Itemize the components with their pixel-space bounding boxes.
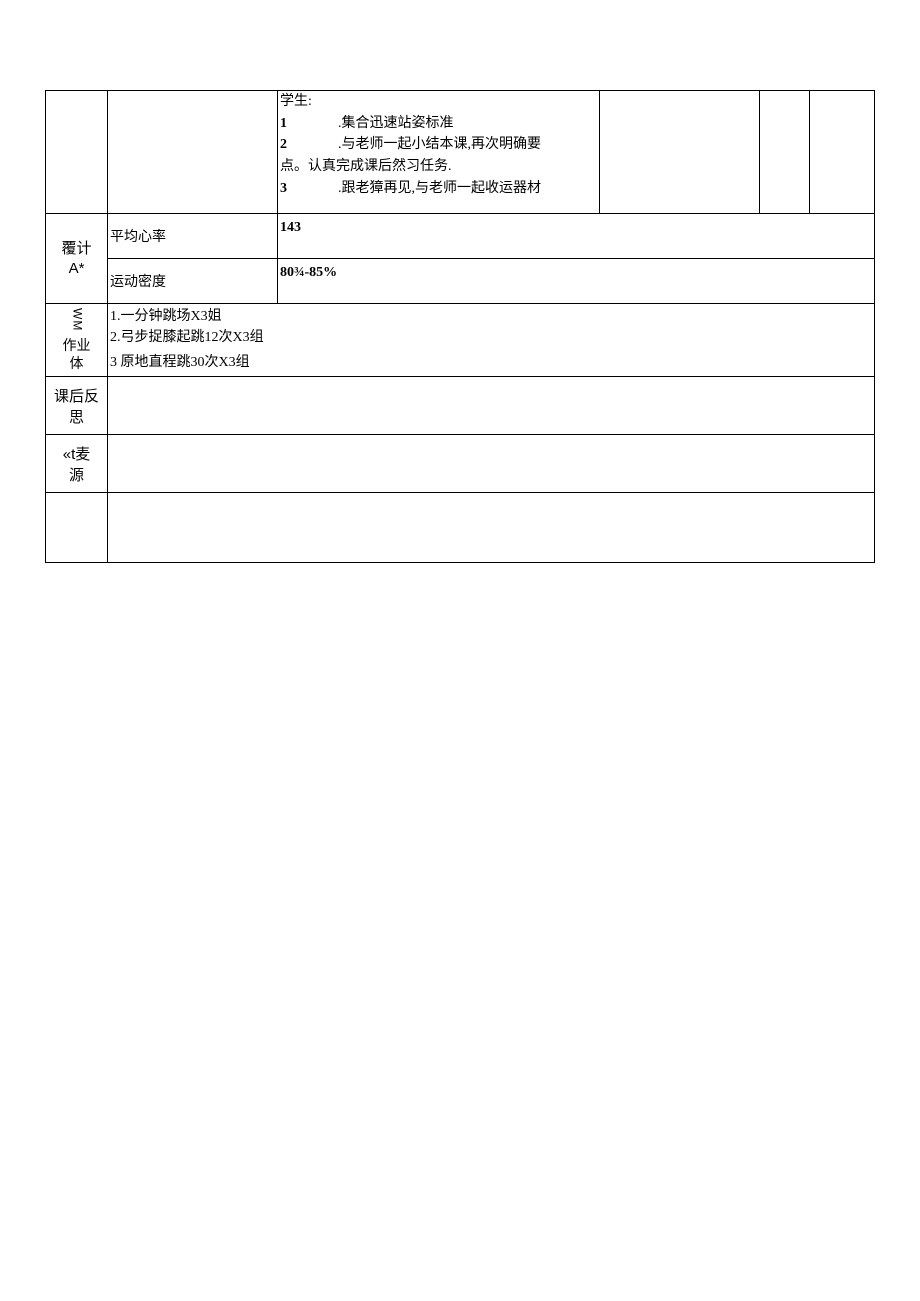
source-content bbox=[108, 435, 875, 493]
list-text: .与老师一起小结本课,再次明确要 bbox=[338, 137, 541, 152]
homework-line: 1.一分钟跳场X3姐 bbox=[110, 306, 872, 327]
homework-line: 2.弓步捉膝起跳12次X3组 bbox=[110, 327, 872, 348]
heart-rate-label: 平均心率 bbox=[108, 214, 278, 259]
density-value: 80¾-85% bbox=[278, 259, 875, 304]
table-row: 运动密度 80¾-85% bbox=[46, 259, 875, 304]
reflection-section-label: 课后反 思 bbox=[46, 377, 108, 435]
list-text-cont: 点。认真完成课后然习任务. bbox=[280, 156, 597, 178]
list-text: .跟老獐再见,与老师一起收运器材 bbox=[338, 181, 541, 196]
table-row bbox=[46, 493, 875, 563]
list-num: 3 bbox=[280, 178, 338, 200]
stats-section-label: 覆计 A* bbox=[46, 214, 108, 304]
list-num: 2 bbox=[280, 134, 338, 156]
empty-cell bbox=[46, 493, 108, 563]
student-heading: 学生: bbox=[280, 91, 597, 113]
table-row: 课后反 思 bbox=[46, 377, 875, 435]
student-activity-cell: 学生: 1.集合迅速站姿标准 2.与老师一起小结本课,再次明确要 点。认真完成课… bbox=[278, 91, 600, 214]
reflection-content bbox=[108, 377, 875, 435]
empty-cell bbox=[760, 91, 810, 214]
lesson-plan-table: 学生: 1.集合迅速站姿标准 2.与老师一起小结本课,再次明确要 点。认真完成课… bbox=[45, 90, 875, 563]
table-row: 覆计 A* 平均心率 143 bbox=[46, 214, 875, 259]
empty-cell bbox=[108, 91, 278, 214]
homework-section-label: WM 作业 体 bbox=[46, 304, 108, 377]
list-num: 1 bbox=[280, 113, 338, 135]
source-section-label: «t麦 源 bbox=[46, 435, 108, 493]
table-row: WM 作业 体 1.一分钟跳场X3姐 2.弓步捉膝起跳12次X3组 3 原地直程… bbox=[46, 304, 875, 377]
list-text: .集合迅速站姿标准 bbox=[338, 116, 454, 131]
table-row: 学生: 1.集合迅速站姿标准 2.与老师一起小结本课,再次明确要 点。认真完成课… bbox=[46, 91, 875, 214]
empty-cell bbox=[600, 91, 760, 214]
density-label: 运动密度 bbox=[108, 259, 278, 304]
empty-cell bbox=[108, 493, 875, 563]
homework-content: 1.一分钟跳场X3姐 2.弓步捉膝起跳12次X3组 3 原地直程跳30次X3组 bbox=[108, 304, 875, 377]
empty-cell bbox=[810, 91, 875, 214]
homework-line: 3 原地直程跳30次X3组 bbox=[110, 352, 872, 373]
table-row: «t麦 源 bbox=[46, 435, 875, 493]
heart-rate-value: 143 bbox=[278, 214, 875, 259]
empty-cell bbox=[46, 91, 108, 214]
